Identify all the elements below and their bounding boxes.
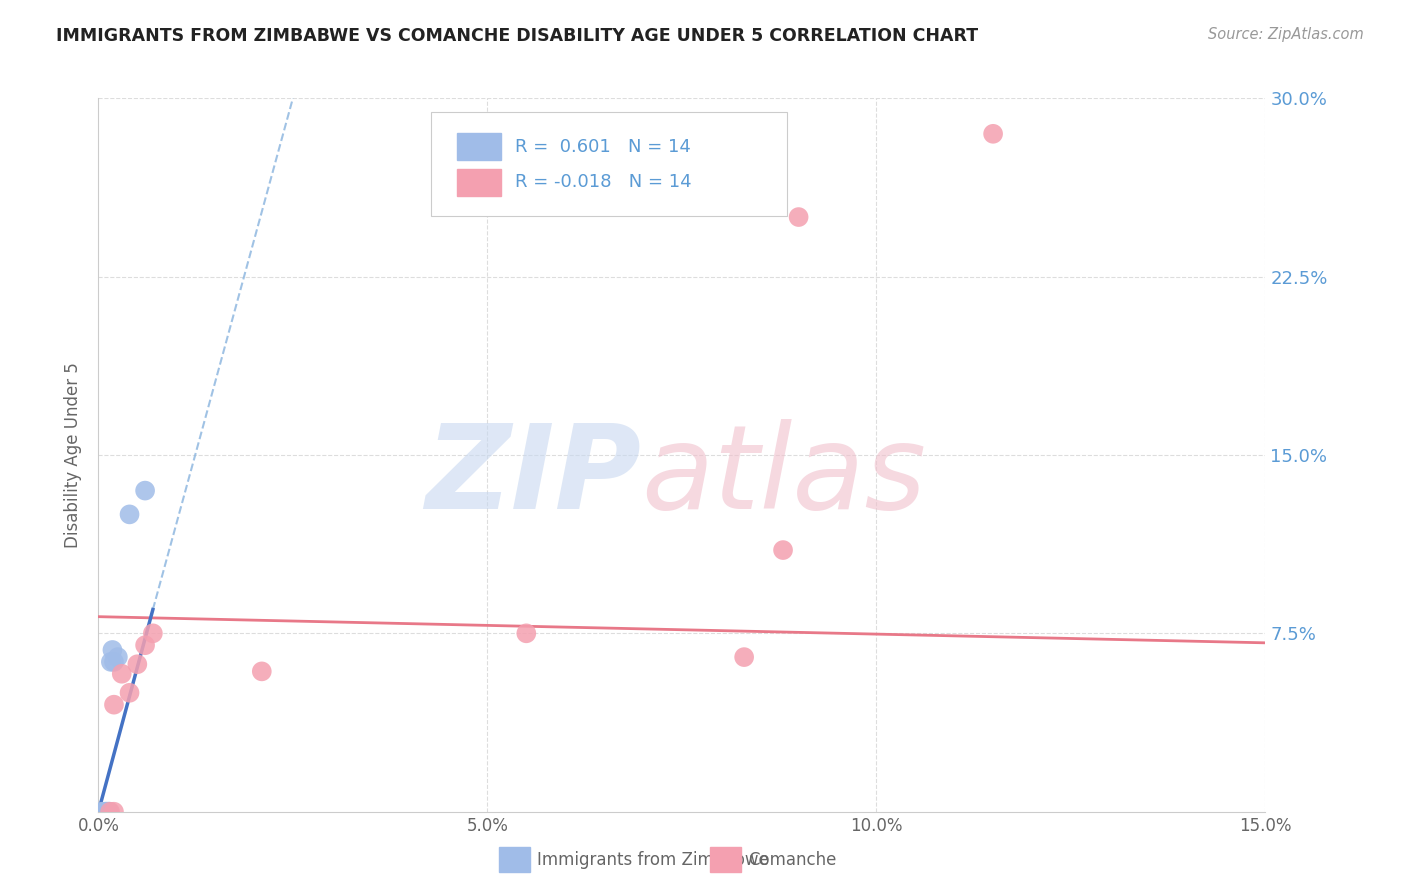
Point <box>97 805 120 819</box>
Point <box>103 698 125 712</box>
Point <box>91 805 114 819</box>
Point <box>787 210 810 224</box>
Point <box>134 483 156 498</box>
Point <box>96 805 118 819</box>
Point <box>118 686 141 700</box>
Point <box>981 127 1004 141</box>
Point <box>100 655 122 669</box>
Point <box>103 655 125 669</box>
Point <box>93 805 115 819</box>
Text: Comanche: Comanche <box>748 851 837 869</box>
Point <box>142 626 165 640</box>
Text: R =  0.601   N = 14: R = 0.601 N = 14 <box>515 137 690 155</box>
Point <box>772 543 794 558</box>
Y-axis label: Disability Age Under 5: Disability Age Under 5 <box>65 362 83 548</box>
Point <box>515 626 537 640</box>
Point <box>101 643 124 657</box>
Point <box>127 657 149 672</box>
FancyBboxPatch shape <box>432 112 787 216</box>
Point <box>134 638 156 652</box>
Bar <box>457 133 501 161</box>
Bar <box>457 169 501 196</box>
Bar <box>710 847 741 872</box>
Text: IMMIGRANTS FROM ZIMBABWE VS COMANCHE DISABILITY AGE UNDER 5 CORRELATION CHART: IMMIGRANTS FROM ZIMBABWE VS COMANCHE DIS… <box>56 27 979 45</box>
Text: R = -0.018   N = 14: R = -0.018 N = 14 <box>515 173 692 191</box>
Text: ZIP: ZIP <box>425 419 641 533</box>
Point <box>250 665 273 679</box>
Text: Immigrants from Zimbabwe: Immigrants from Zimbabwe <box>537 851 769 869</box>
Point <box>97 805 120 819</box>
Point <box>98 805 121 819</box>
Bar <box>499 847 530 872</box>
Point <box>98 805 121 819</box>
Text: Source: ZipAtlas.com: Source: ZipAtlas.com <box>1208 27 1364 42</box>
Point <box>733 650 755 665</box>
Point <box>111 666 134 681</box>
Point <box>107 650 129 665</box>
Point <box>103 805 125 819</box>
Point <box>118 508 141 522</box>
Point <box>90 805 112 819</box>
Text: atlas: atlas <box>641 419 927 533</box>
Point <box>96 805 118 819</box>
